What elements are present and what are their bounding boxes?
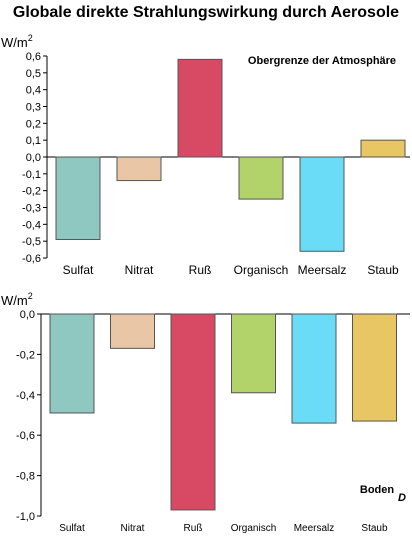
y-tick-label: -0,5 bbox=[22, 236, 41, 248]
y-tick-label: -0,1 bbox=[22, 169, 41, 181]
category-label: Meersalz bbox=[294, 523, 335, 534]
category-label: Sulfat bbox=[59, 523, 85, 534]
bar-sulfat bbox=[55, 156, 101, 240]
y-tick-label: -1,0 bbox=[16, 511, 35, 523]
y-tick-label: 0,0 bbox=[26, 152, 41, 164]
y-tick-label: -0,3 bbox=[22, 203, 41, 215]
category-label: Ruß bbox=[189, 263, 212, 277]
y-tick-label: 0,6 bbox=[26, 51, 41, 63]
y-tick-label: 0,2 bbox=[26, 118, 41, 130]
y-tick-label: -0,8 bbox=[16, 471, 35, 483]
bar-nitrat bbox=[116, 156, 162, 182]
y-tick-label: -0,2 bbox=[16, 349, 35, 361]
category-label: Staub bbox=[367, 263, 399, 277]
category-label: Organisch bbox=[234, 263, 289, 277]
bar-organisch bbox=[231, 313, 276, 394]
category-label: Nitrat bbox=[121, 523, 145, 534]
bar-sulfat bbox=[49, 313, 95, 414]
bar-staub bbox=[352, 313, 397, 422]
figure-title: Globale direkte Strahlungswirkung durch … bbox=[13, 4, 399, 21]
y-tick-label: -0,4 bbox=[16, 390, 35, 402]
footer-logo: D bbox=[398, 492, 406, 504]
chart-top-of-atmosphere: W/m20,6 0,5 0,4 0,3 0,2 0,1 0,0 -0,1 -0,2 -0,3 -0,… bbox=[1, 33, 410, 277]
category-label: Staub bbox=[361, 523, 388, 534]
panel-annotation: Boden bbox=[360, 484, 395, 496]
category-label: Nitrat bbox=[125, 263, 154, 277]
y-axis-unit-label: W/m2 bbox=[1, 291, 33, 308]
bar-nitrat bbox=[110, 313, 155, 349]
bar-staub bbox=[360, 139, 406, 158]
y-tick-label: 0,5 bbox=[26, 68, 41, 80]
y-tick-label: 0,3 bbox=[26, 102, 41, 114]
bar-meersalz bbox=[299, 156, 345, 252]
y-axis-unit-label: W/m2 bbox=[1, 33, 33, 50]
y-tick-label: -0,2 bbox=[22, 186, 41, 198]
category-label: Organisch bbox=[231, 523, 277, 534]
chart-surface: W/m20,0 -0,2 -0,4 -0,6 -0,8 -1,0 Sulfat Nitrat R… bbox=[1, 291, 410, 534]
panel-annotation: Obergrenze der Atmosphäre bbox=[248, 55, 396, 67]
y-tick-label: 0,1 bbox=[26, 135, 41, 147]
category-label: Ruß bbox=[184, 523, 203, 534]
bar-ru- bbox=[170, 313, 216, 511]
y-tick-label: -0,6 bbox=[16, 430, 35, 442]
category-label: Sulfat bbox=[63, 263, 94, 277]
y-tick-label: -0,6 bbox=[22, 253, 41, 265]
bar-ru- bbox=[177, 58, 223, 158]
bar-meersalz bbox=[291, 313, 337, 424]
y-tick-label: -0,4 bbox=[22, 219, 41, 231]
category-label: Meersalz bbox=[298, 263, 347, 277]
bar-organisch bbox=[238, 156, 284, 200]
y-tick-label: 0,0 bbox=[20, 309, 35, 321]
y-tick-label: 0,4 bbox=[26, 85, 41, 97]
